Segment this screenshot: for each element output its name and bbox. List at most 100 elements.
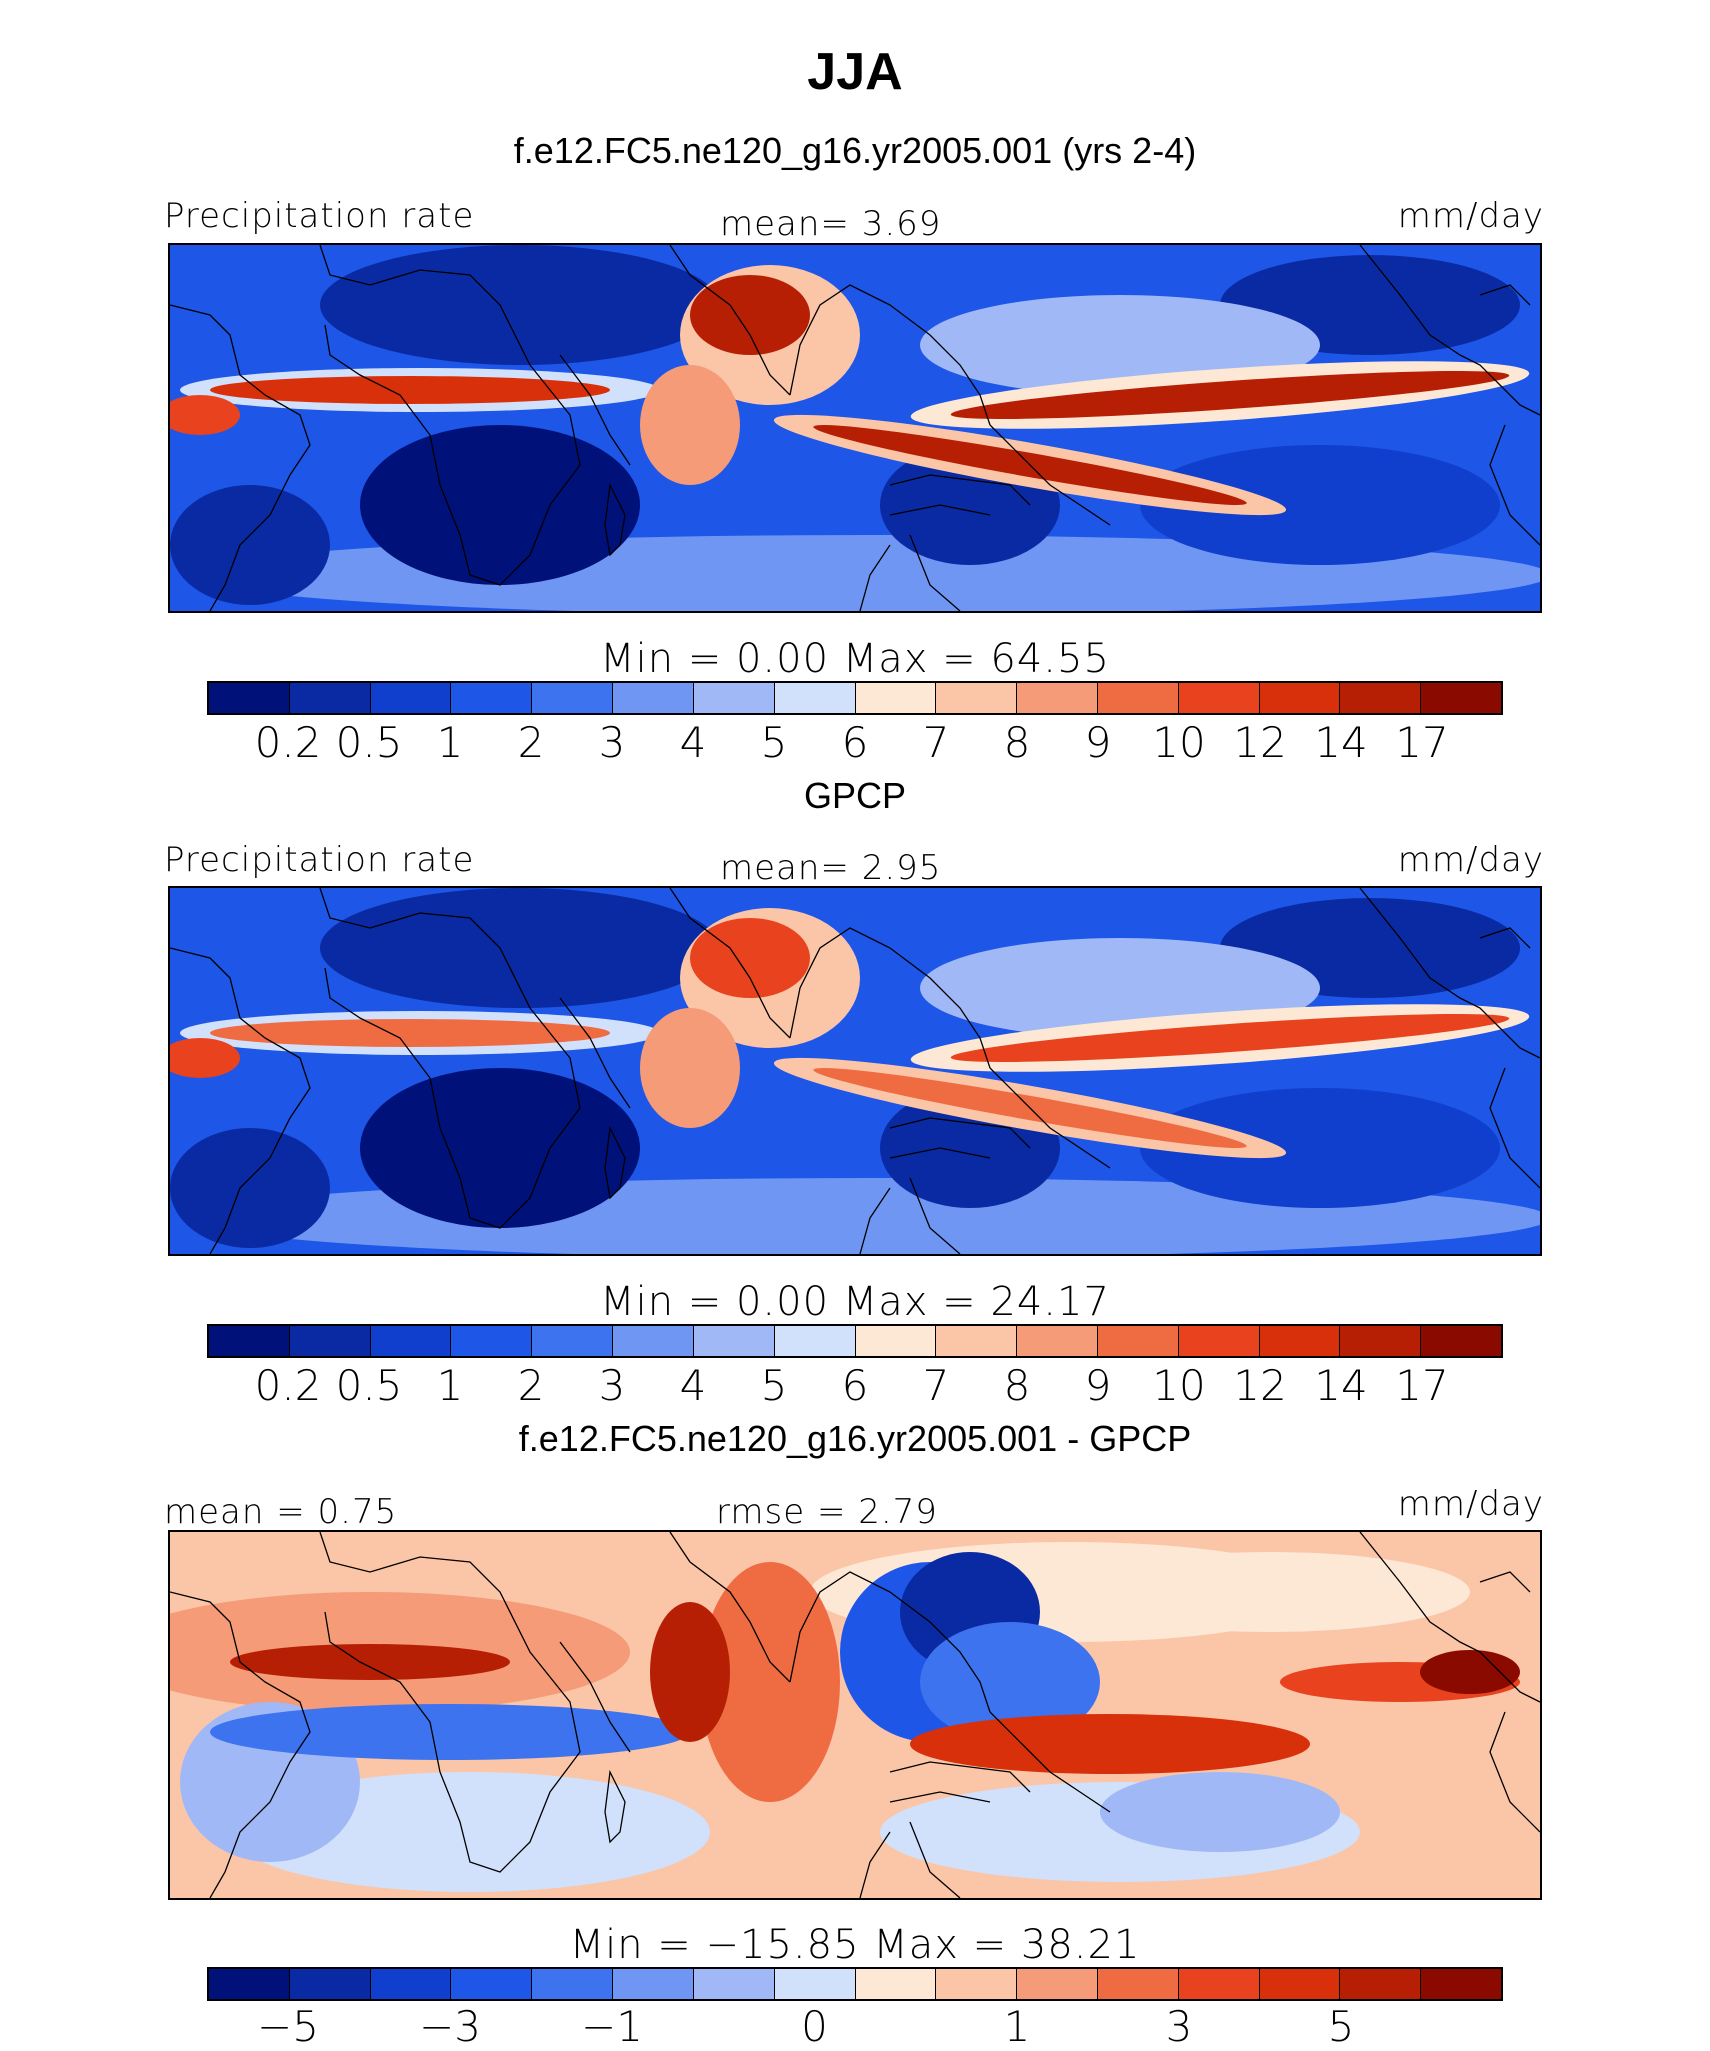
colorbar-tick-label: 0.2: [254, 718, 322, 767]
colorbar-swatch: [532, 683, 614, 713]
colorbar-swatch: [1259, 1969, 1341, 1999]
colorbar-tick-label: 0.2: [254, 1361, 322, 1410]
colorbar-tick-label: 3: [1165, 2002, 1193, 2051]
colorbar-swatch: [613, 1969, 694, 1999]
panel-1-stats: Min = 0.00 Max = 64.55: [600, 636, 1110, 682]
colorbar-swatch: [1340, 683, 1422, 713]
colorbar-swatch: [289, 1326, 371, 1356]
panel-3-colorbar-ticks: −5 −3 −1 0 1 3 5: [0, 2000, 1710, 2051]
colorbar-tick-label: 12: [1233, 718, 1287, 767]
colorbar-swatch: [1097, 683, 1179, 713]
colorbar-tick-label: 2: [517, 1361, 545, 1410]
colorbar-tick-label: 0.5: [335, 1361, 403, 1410]
colorbar-tick-label: 7: [922, 718, 950, 767]
colorbar-swatch: [693, 1326, 775, 1356]
colorbar-swatch: [1259, 1326, 1341, 1356]
colorbar-swatch: [1017, 683, 1098, 713]
colorbar-swatch: [855, 1969, 937, 1999]
colorbar-swatch: [1178, 1969, 1260, 1999]
colorbar-tick-label: 9: [1084, 718, 1112, 767]
colorbar-swatch: [774, 1326, 856, 1356]
colorbar-swatch: [1421, 683, 1501, 713]
colorbar-swatch: [855, 1326, 937, 1356]
colorbar-swatch: [774, 1969, 856, 1999]
panel-2-map: [168, 886, 1542, 1256]
panel-2-stats: Min = 0.00 Max = 24.17: [600, 1279, 1110, 1325]
panel-3-stats: Min = −15.85 Max = 38.21: [569, 1922, 1141, 1968]
colorbar-swatch: [613, 683, 694, 713]
colorbar-swatch: [936, 1969, 1018, 1999]
panel-2-map-svg: [170, 888, 1540, 1254]
panel-3-map-svg: [170, 1532, 1540, 1898]
colorbar-swatch: [1340, 1969, 1422, 1999]
colorbar-tick-label: 5: [760, 718, 788, 767]
colorbar-tick-label: 14: [1314, 1361, 1368, 1410]
colorbar-swatch: [1178, 683, 1260, 713]
colorbar-tick-label: 7: [922, 1361, 950, 1410]
colorbar-swatch: [209, 1969, 290, 1999]
colorbar-tick-label: 8: [1003, 1361, 1031, 1410]
colorbar-tick-label: 10: [1152, 1361, 1206, 1410]
panel-3-map: [168, 1530, 1542, 1900]
colorbar-tick-label: 5: [1327, 2002, 1355, 2051]
colorbar-swatch: [370, 1969, 452, 1999]
colorbar-tick-label: 6: [841, 1361, 869, 1410]
colorbar-tick-label: 2: [517, 718, 545, 767]
colorbar-swatch: [1259, 683, 1341, 713]
panel-3-units-label: mm/day: [1397, 1484, 1544, 1524]
colorbar-swatch: [1017, 1969, 1098, 1999]
colorbar-swatch: [936, 683, 1018, 713]
colorbar-tick-label: 1: [436, 1361, 464, 1410]
colorbar-tick-label: 1: [1003, 2002, 1031, 2051]
colorbar-tick-label: 17: [1395, 718, 1449, 767]
panel-2-heading: GPCP: [803, 775, 907, 816]
colorbar-swatch: [289, 1969, 371, 1999]
panel-1-colorbar: [207, 681, 1503, 715]
panel-1-map-svg: [170, 245, 1540, 611]
colorbar-swatch: [613, 1326, 694, 1356]
colorbar-swatch: [693, 683, 775, 713]
panel-2-mean-label: mean= 2.95: [720, 848, 942, 888]
colorbar-swatch: [451, 1326, 533, 1356]
colorbar-tick-label: −5: [257, 2002, 319, 2051]
colorbar-swatch: [532, 1326, 614, 1356]
colorbar-swatch: [289, 683, 371, 713]
colorbar-swatch: [1340, 1326, 1422, 1356]
panel-2-colorbar: [207, 1324, 1503, 1358]
colorbar-tick-label: 0.5: [335, 718, 403, 767]
panel-2-variable-label: Precipitation rate: [164, 840, 475, 880]
panel-1-variable-label: Precipitation rate: [164, 196, 475, 236]
colorbar-tick-label: 5: [760, 1361, 788, 1410]
colorbar-tick-label: 1: [436, 718, 464, 767]
colorbar-swatch: [1097, 1326, 1179, 1356]
colorbar-swatch: [370, 1326, 452, 1356]
colorbar-tick-label: 6: [841, 718, 869, 767]
colorbar-swatch: [451, 1969, 533, 1999]
colorbar-tick-label: 8: [1003, 718, 1031, 767]
colorbar-swatch: [1178, 1326, 1260, 1356]
colorbar-tick-label: 0: [801, 2002, 828, 2051]
panel-1-colorbar-ticks: 0.2 0.5 1 2 3 4 5 6 7 8 9 10 12 14 17: [0, 716, 1710, 768]
panel-3-rmse-label: rmse = 2.79: [716, 1492, 938, 1532]
colorbar-tick-label: 3: [598, 1361, 626, 1410]
colorbar-swatch: [855, 683, 937, 713]
panel-3-colorbar: [207, 1967, 1503, 2001]
colorbar-tick-label: 17: [1395, 1361, 1449, 1410]
colorbar-swatch: [209, 1326, 290, 1356]
panel-2-colorbar-ticks: 0.2 0.5 1 2 3 4 5 6 7 8 9 10 12 14 17: [0, 1359, 1710, 1411]
panel-1-map: [168, 243, 1542, 613]
colorbar-tick-label: 14: [1314, 718, 1368, 767]
colorbar-swatch: [532, 1969, 614, 1999]
colorbar-swatch: [1421, 1326, 1501, 1356]
colorbar-swatch: [774, 683, 856, 713]
colorbar-swatch: [936, 1326, 1018, 1356]
panel-1-heading: f.e12.FC5.ne120_g16.yr2005.001 (yrs 2-4): [513, 130, 1197, 171]
colorbar-swatch: [693, 1969, 775, 1999]
colorbar-tick-label: 4: [679, 718, 707, 767]
figure-title: JJA: [807, 43, 903, 101]
panel-1-units-label: mm/day: [1397, 196, 1544, 236]
colorbar-swatch: [1017, 1326, 1098, 1356]
colorbar-swatch: [1421, 1969, 1501, 1999]
colorbar-swatch: [451, 683, 533, 713]
panel-3-heading: f.e12.FC5.ne120_g16.yr2005.001 - GPCP: [518, 1418, 1192, 1459]
